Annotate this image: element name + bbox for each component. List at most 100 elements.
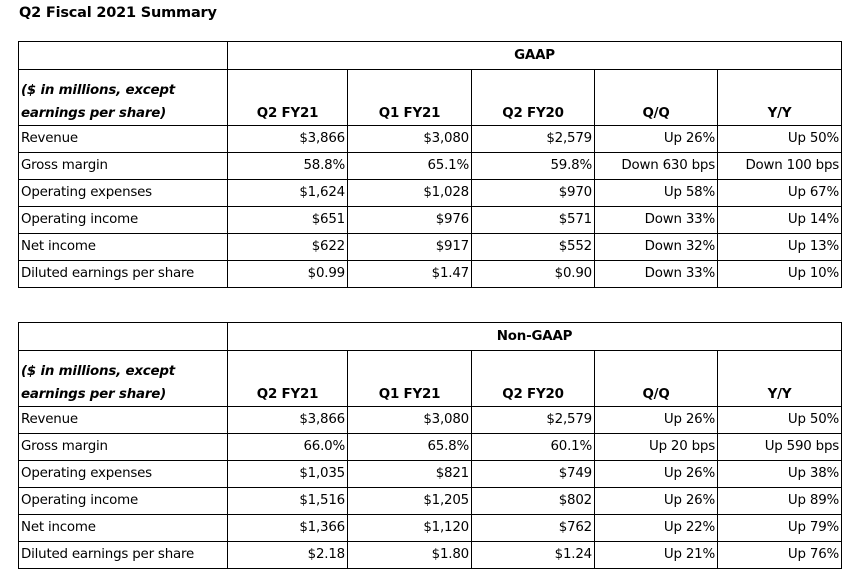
- table-cell: $3,866: [227, 406, 348, 434]
- table-cell: 58.8%: [227, 152, 348, 180]
- unit-note: ($ in millions, except earnings per share…: [18, 69, 228, 126]
- table-row: Operating expenses $1,035 $821 $749 Up 2…: [18, 460, 843, 488]
- table-row: Operating income $651 $976 $571 Down 33%…: [18, 206, 843, 234]
- table-cell: 59.8%: [471, 152, 595, 180]
- table-cell: Up 89%: [716, 487, 843, 515]
- table-cell: $1,028: [347, 179, 472, 207]
- table-cell: $2.18: [227, 541, 348, 569]
- table-caption: GAAP: [226, 41, 843, 70]
- page-title: Q2 Fiscal 2021 Summary: [19, 5, 217, 21]
- table-cell: $970: [471, 179, 595, 207]
- row-label: Diluted earnings per share: [18, 260, 228, 288]
- table-cell: 66.0%: [227, 433, 348, 461]
- row-label: Revenue: [18, 125, 228, 153]
- table-cell: $0.90: [471, 260, 595, 288]
- table-cell: Up 20 bps: [594, 433, 718, 461]
- table-row: Net income $1,366 $1,120 $762 Up 22% Up …: [18, 514, 843, 542]
- row-label: Operating expenses: [18, 460, 228, 488]
- table-cell: Up 590 bps: [716, 433, 843, 461]
- table-cell: $1,366: [227, 514, 348, 542]
- column-header: Q1 FY21: [347, 69, 472, 126]
- column-header: Q/Q: [594, 350, 718, 407]
- table-row: Revenue $3,866 $3,080 $2,579 Up 26% Up 5…: [18, 406, 843, 434]
- row-label: Operating income: [18, 487, 228, 515]
- table-cell: $749: [471, 460, 595, 488]
- table-cell: Up 26%: [594, 487, 718, 515]
- table-cell: $1.24: [471, 541, 595, 569]
- table-cell: Up 50%: [716, 125, 843, 153]
- table-cell: $1,120: [347, 514, 472, 542]
- column-header-row: ($ in millions, except earnings per share…: [18, 350, 843, 407]
- table-row: Operating income $1,516 $1,205 $802 Up 2…: [18, 487, 843, 515]
- table-cell: Down 32%: [594, 233, 718, 261]
- table-cell: $1.80: [347, 541, 472, 569]
- unit-note-line: ($ in millions, except: [21, 83, 175, 98]
- table-cell: $1,035: [227, 460, 348, 488]
- gaap-summary-table: GAAP ($ in millions, except earnings per …: [18, 41, 843, 288]
- row-label: Operating income: [18, 206, 228, 234]
- row-label: Revenue: [18, 406, 228, 434]
- row-label: Net income: [18, 233, 228, 261]
- table-cell: Up 38%: [716, 460, 843, 488]
- table-cell: $552: [471, 233, 595, 261]
- table-cell: $651: [227, 206, 348, 234]
- table-cell: Up 21%: [594, 541, 718, 569]
- table-cell: Up 58%: [594, 179, 718, 207]
- table-cell: Up 26%: [594, 125, 718, 153]
- column-header: Y/Y: [716, 69, 843, 126]
- table-cell: $3,080: [347, 125, 472, 153]
- table-cell: Up 22%: [594, 514, 718, 542]
- table-cell: $2,579: [471, 125, 595, 153]
- table-row: Diluted earnings per share $2.18 $1.80 $…: [18, 541, 843, 569]
- row-label: Net income: [18, 514, 228, 542]
- table-row: Revenue $3,866 $3,080 $2,579 Up 26% Up 5…: [18, 125, 843, 153]
- table-cell: $3,866: [227, 125, 348, 153]
- table-cell: Up 13%: [716, 233, 843, 261]
- table-cell: Down 33%: [594, 260, 718, 288]
- table-row: Gross margin 58.8% 65.1% 59.8% Down 630 …: [18, 152, 843, 180]
- table-cell: $917: [347, 233, 472, 261]
- table-cell: Down 33%: [594, 206, 718, 234]
- column-header: Q2 FY21: [227, 350, 348, 407]
- table-row: Diluted earnings per share $0.99 $1.47 $…: [18, 260, 843, 288]
- unit-note-line: ($ in millions, except: [21, 364, 175, 379]
- table-cell: Up 10%: [716, 260, 843, 288]
- table-cell: $762: [471, 514, 595, 542]
- table-cell: $1,205: [347, 487, 472, 515]
- table-cell: $802: [471, 487, 595, 515]
- row-label: Diluted earnings per share: [18, 541, 228, 569]
- column-header: Q2 FY21: [227, 69, 348, 126]
- table-caption-spacer: [18, 322, 228, 351]
- table-cell: $1,624: [227, 179, 348, 207]
- table-cell: Up 26%: [594, 406, 718, 434]
- table-caption-row: Non-GAAP: [18, 322, 843, 351]
- table-cell: $571: [471, 206, 595, 234]
- table-cell: 65.8%: [347, 433, 472, 461]
- table-row: Operating expenses $1,624 $1,028 $970 Up…: [18, 179, 843, 207]
- table-cell: $622: [227, 233, 348, 261]
- table-row: Gross margin 66.0% 65.8% 60.1% Up 20 bps…: [18, 433, 843, 461]
- table-cell: Up 14%: [716, 206, 843, 234]
- table-cell: $1.47: [347, 260, 472, 288]
- unit-note-line: earnings per share): [21, 106, 167, 121]
- table-caption: Non-GAAP: [226, 322, 843, 351]
- column-header-row: ($ in millions, except earnings per share…: [18, 69, 843, 126]
- row-label: Gross margin: [18, 433, 228, 461]
- table-cell: $1,516: [227, 487, 348, 515]
- unit-note: ($ in millions, except earnings per share…: [18, 350, 228, 407]
- row-label: Operating expenses: [18, 179, 228, 207]
- table-caption-row: GAAP: [18, 41, 843, 70]
- column-header: Q2 FY20: [471, 350, 595, 407]
- column-header: Q/Q: [594, 69, 718, 126]
- table-cell: Down 630 bps: [594, 152, 718, 180]
- table-cell: Up 76%: [716, 541, 843, 569]
- table-cell: $0.99: [227, 260, 348, 288]
- table-cell: 65.1%: [347, 152, 472, 180]
- table-cell: Up 50%: [716, 406, 843, 434]
- column-header: Q1 FY21: [347, 350, 472, 407]
- non-gaap-summary-table: Non-GAAP ($ in millions, except earnings …: [18, 322, 843, 569]
- column-header: Q2 FY20: [471, 69, 595, 126]
- row-label: Gross margin: [18, 152, 228, 180]
- column-header: Y/Y: [716, 350, 843, 407]
- table-cell: Up 79%: [716, 514, 843, 542]
